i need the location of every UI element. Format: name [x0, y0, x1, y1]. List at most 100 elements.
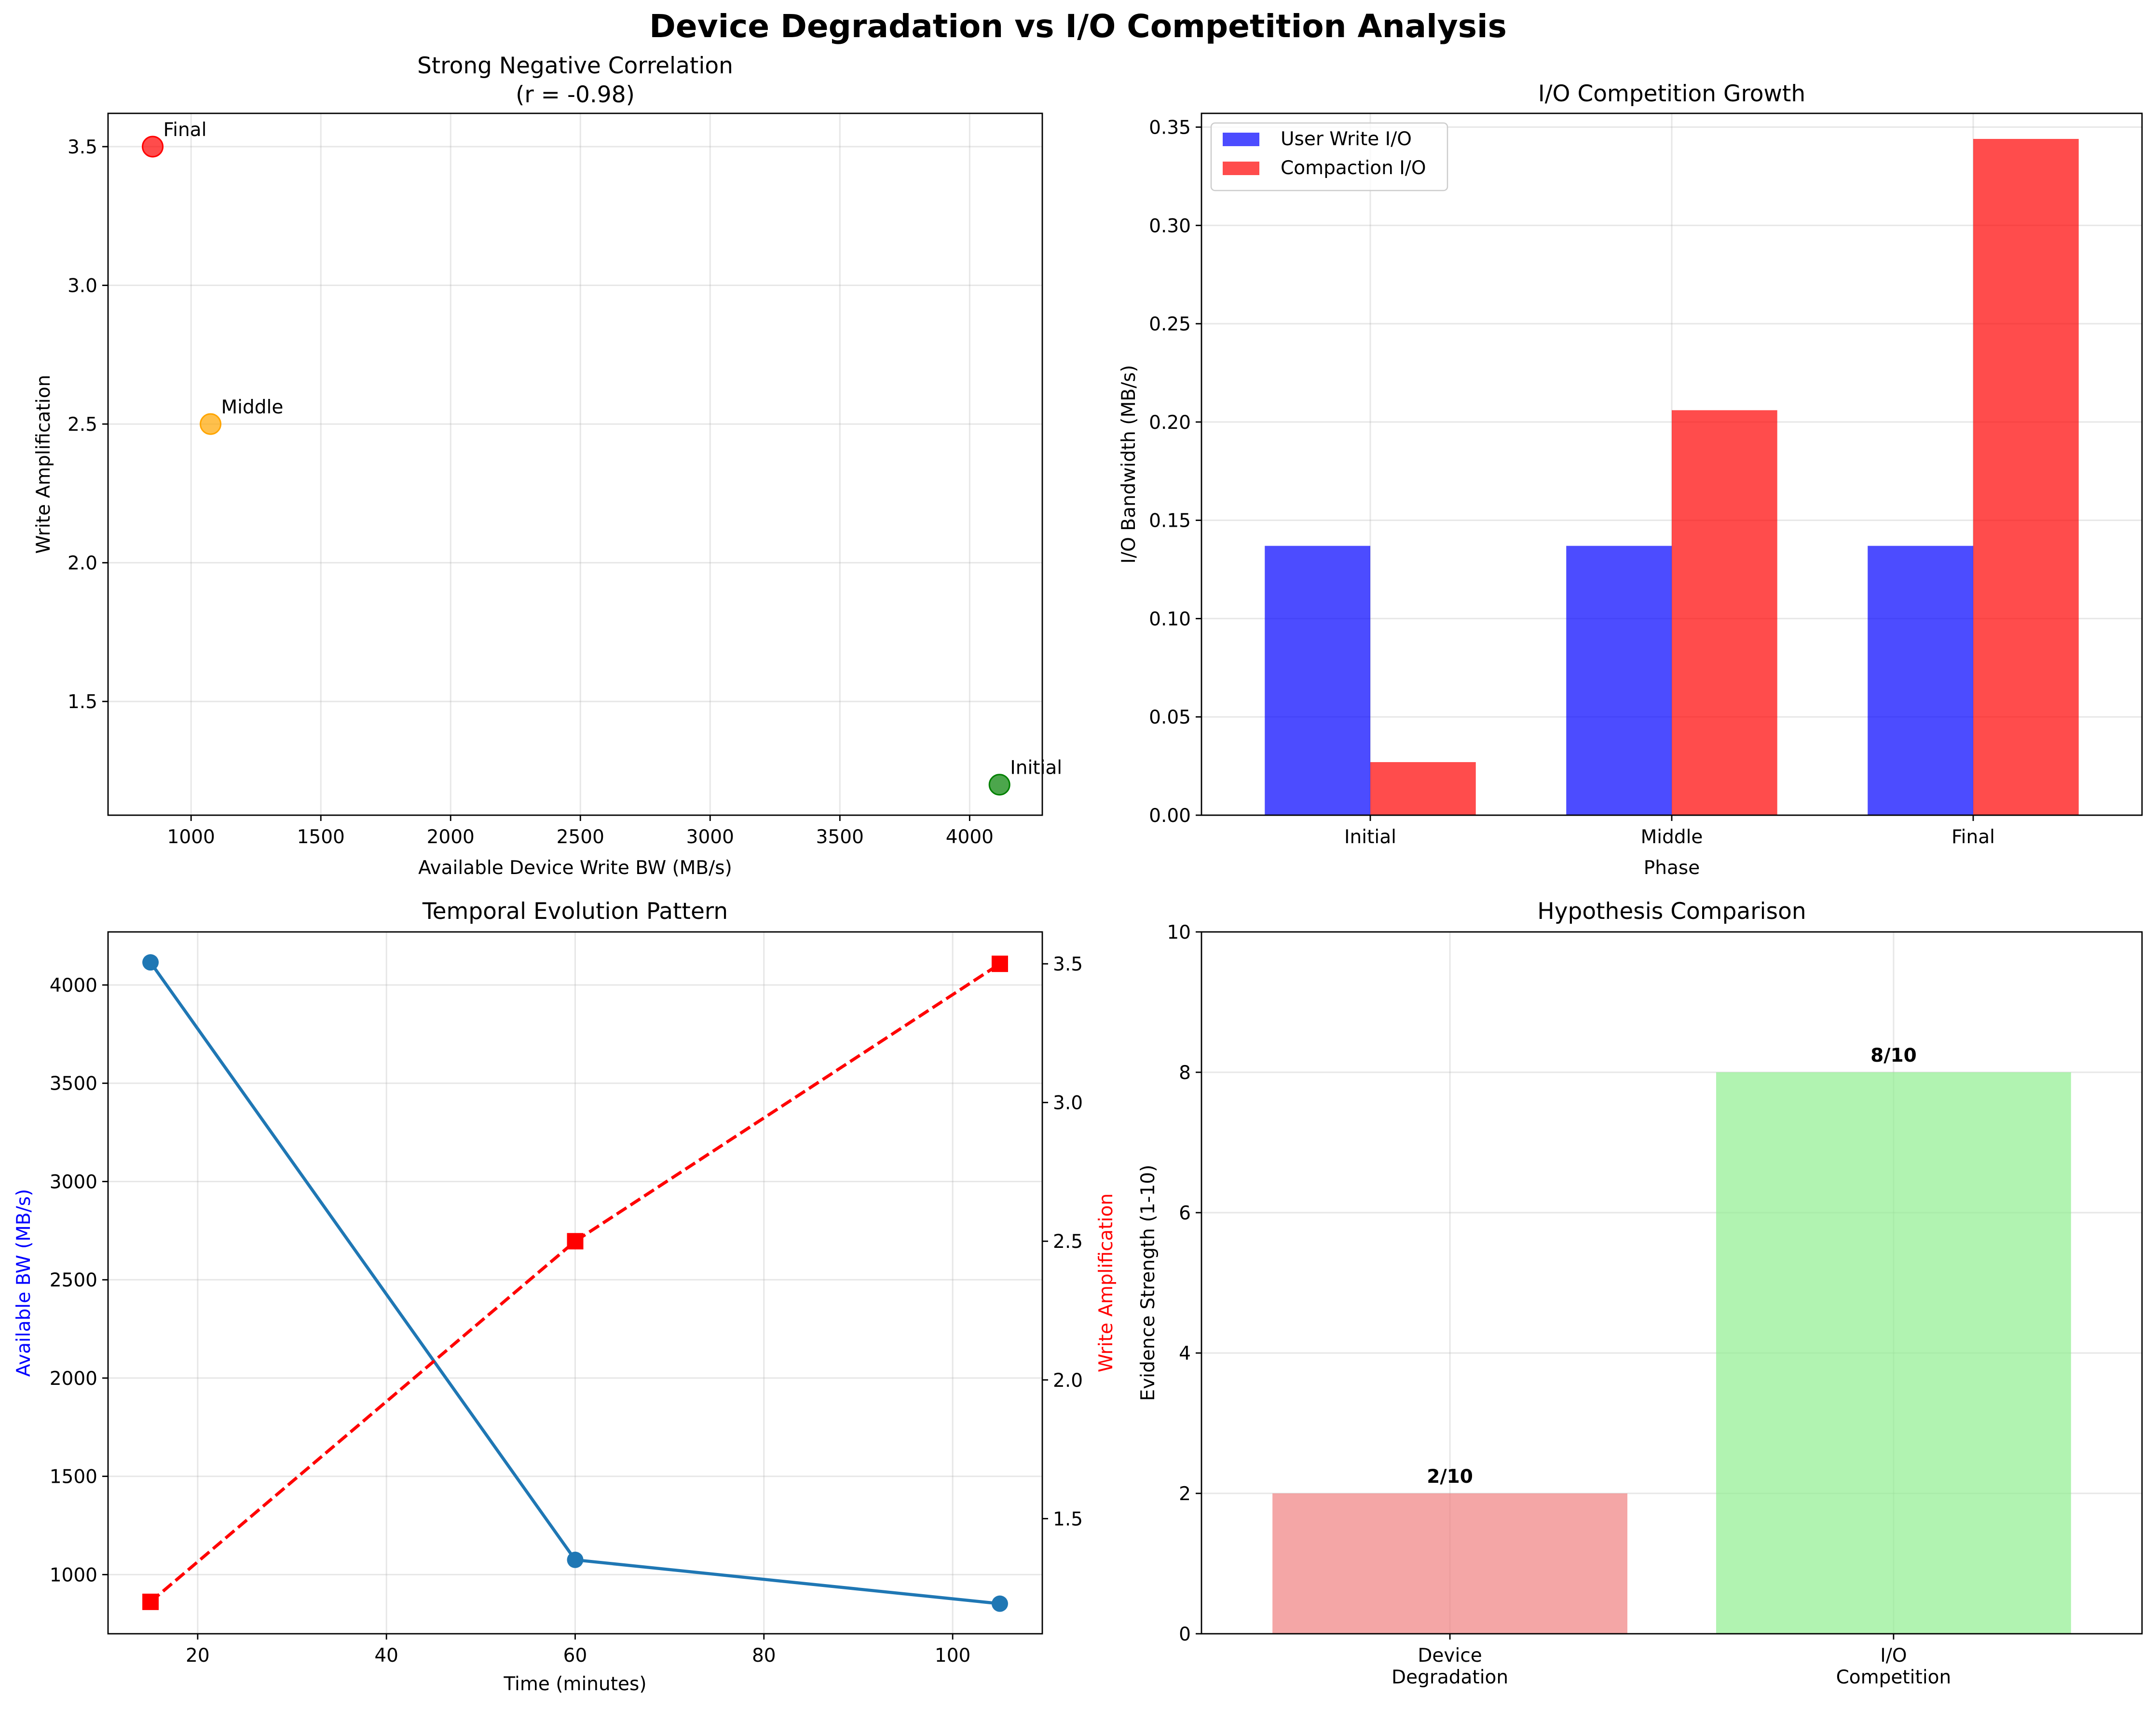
y-tick-label: 0.20	[1149, 412, 1191, 434]
y-tick-label: 0.30	[1149, 215, 1191, 237]
x-tick-label: Final	[1951, 826, 1995, 848]
x-tick-label: Competition	[1836, 1667, 1951, 1688]
point-label: Middle	[221, 396, 284, 418]
bandwidth-marker	[567, 1551, 584, 1568]
y-tick-label: 4	[1179, 1343, 1191, 1365]
scatter-point-initial	[988, 774, 1010, 796]
x-tick-label: Device	[1418, 1645, 1482, 1667]
bar-user-write-i-o-middle	[1566, 546, 1672, 815]
y-tick-label: 1.5	[68, 691, 97, 713]
legend-label: Compaction I/O	[1281, 157, 1426, 179]
y-tick-label: 4000	[50, 975, 97, 997]
y-right-tick-label: 3.5	[1053, 954, 1083, 975]
y-tick-label: 0.35	[1149, 117, 1191, 139]
x-tick-label: Middle	[1641, 826, 1703, 848]
write-amp-marker	[991, 956, 1008, 972]
write-amp-line	[149, 962, 1001, 1603]
legend-swatch	[1223, 162, 1259, 175]
bar-value-label: 8/10	[1870, 1045, 1917, 1066]
y-tick-label: 2	[1179, 1483, 1191, 1505]
y-axis-label-left: Available BW (MB/s)	[13, 1189, 35, 1377]
x-tick-label: 40	[374, 1645, 398, 1667]
y-axis-label: I/O Bandwidth (MB/s)	[1118, 365, 1140, 563]
point-label: Initial	[1010, 757, 1062, 779]
y-tick-label: 0.15	[1149, 510, 1191, 532]
bar-user-write-i-o-initial	[1265, 546, 1370, 815]
x-tick-label: 80	[752, 1645, 776, 1667]
point-label: Final	[164, 119, 207, 141]
bandwidth-marker	[142, 954, 159, 971]
x-tick-label: 100	[935, 1645, 970, 1667]
plot-frame	[1201, 112, 2143, 816]
x-axis-label: Available Device Write BW (MB/s)	[418, 857, 732, 879]
y-tick-label: 6	[1179, 1203, 1191, 1224]
y-right-tick-label: 2.0	[1053, 1370, 1083, 1392]
bandwidth-marker	[991, 1595, 1008, 1612]
x-tick-label: 60	[563, 1645, 587, 1667]
x-axis-label: Phase	[1644, 857, 1700, 879]
y-axis-label-right: Write Amplification	[1095, 1193, 1117, 1372]
panel-title: Temporal Evolution Pattern	[422, 898, 728, 925]
bar-value-label: 2/10	[1427, 1466, 1473, 1488]
temporal-panel: 20 40 60 80 100 1000 1500 2000 2500 3000 3500 4000 1…	[13, 898, 1117, 1695]
panel-title: Hypothesis Comparison	[1537, 898, 1806, 925]
y-tick-label: 0.10	[1149, 608, 1191, 630]
y-axis-label: Evidence Strength (1-10)	[1137, 1165, 1159, 1401]
bar-user-write-i-o-final	[1868, 546, 1973, 815]
y-tick-label: 1000	[50, 1564, 97, 1586]
legend-box	[1210, 122, 1448, 191]
legend-label: User Write I/O	[1281, 128, 1412, 150]
hypothesis-bar-0	[1272, 1493, 1628, 1634]
x-tick-label: 4000	[946, 826, 994, 848]
y-tick-label: 2.5	[68, 414, 97, 436]
plot-frame	[107, 931, 1043, 1635]
x-tick-label: 2500	[557, 826, 604, 848]
y-tick-label: 10	[1167, 922, 1191, 943]
io-competition-panel: 0.00 0.05 0.10 0.15 0.20 0.25 0.30 0.35 Initial M…	[1118, 81, 2143, 879]
scatter-panel: 1000 1500 2000 2500 3000 3500 4000 1.5 2.0 2.5 3.0…	[33, 53, 1062, 879]
y-tick-label: 3000	[50, 1171, 97, 1193]
panel-subtitle: (r = -0.98)	[516, 82, 635, 108]
y-tick-label: 3.0	[68, 275, 97, 297]
y-tick-label: 1500	[50, 1466, 97, 1488]
plot-frame	[107, 112, 1043, 816]
write-amp-marker	[567, 1233, 584, 1250]
bar-compaction-i-o-middle	[1672, 410, 1777, 815]
y-right-tick-label: 1.5	[1053, 1508, 1083, 1530]
hypothesis-bar-1	[1716, 1072, 2071, 1634]
y-axis-label: Write Amplification	[33, 375, 55, 554]
x-tick-label: 3500	[816, 826, 864, 848]
y-tick-label: 3500	[50, 1073, 97, 1095]
y-right-tick-label: 2.5	[1053, 1231, 1083, 1253]
x-tick-label: I/O	[1880, 1645, 1907, 1667]
y-tick-label: 0	[1179, 1624, 1191, 1645]
figure-title: Device Degradation vs I/O Competition An…	[649, 8, 1507, 45]
y-tick-label: 3.5	[68, 137, 97, 158]
plot-frame	[1201, 931, 2143, 1635]
x-tick-label: 3000	[686, 826, 734, 848]
y-tick-label: 8	[1179, 1062, 1191, 1084]
x-tick-label: Initial	[1344, 826, 1396, 848]
x-tick-label: 20	[186, 1645, 210, 1667]
x-tick-label: 1500	[297, 826, 345, 848]
write-amp-marker	[142, 1593, 159, 1610]
y-tick-label: 0.25	[1149, 314, 1191, 335]
scatter-point-middle	[200, 413, 222, 435]
y-tick-label: 2000	[50, 1368, 97, 1390]
x-axis-label: Time (minutes)	[503, 1673, 646, 1695]
y-tick-label: 2.0	[68, 553, 97, 574]
y-tick-label: 2500	[50, 1270, 97, 1291]
y-tick-label: 0.05	[1149, 707, 1191, 728]
scatter-point-final	[142, 136, 164, 158]
bar-compaction-i-o-final	[1973, 138, 2079, 816]
x-tick-label: 2000	[427, 826, 475, 848]
x-tick-label: 1000	[167, 826, 215, 848]
panel-title: Strong Negative Correlation	[417, 53, 733, 79]
bar-compaction-i-o-initial	[1370, 762, 1476, 815]
panel-title: I/O Competition Growth	[1538, 81, 1805, 107]
legend: User Write I/O Compaction I/O	[1210, 122, 1448, 191]
y-right-tick-label: 3.0	[1053, 1093, 1083, 1114]
x-tick-label: Degradation	[1392, 1667, 1508, 1688]
